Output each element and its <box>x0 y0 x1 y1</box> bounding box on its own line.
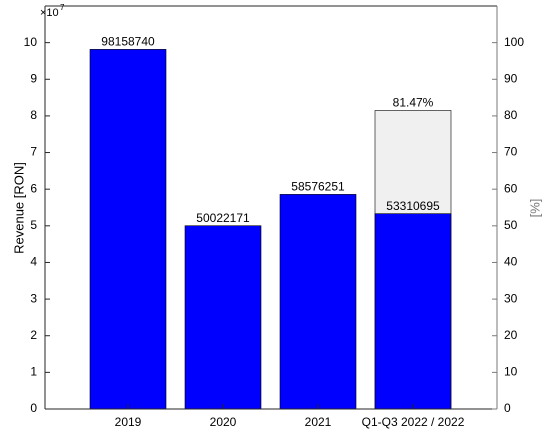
y-axis-label: Revenue [RON] <box>11 162 26 254</box>
data-label: 58576251 <box>291 180 345 194</box>
y2-tick-label: 0 <box>504 401 511 415</box>
x-tick-label: 2019 <box>115 415 142 429</box>
y-multiplier-base: ×10 <box>40 7 59 19</box>
y2-tick-label: 20 <box>504 328 518 342</box>
y-tick-label: 0 <box>30 401 37 415</box>
y-tick-label: 3 <box>30 291 37 305</box>
y-tick-label: 9 <box>30 71 37 85</box>
y-tick-label: 7 <box>30 145 37 159</box>
y2-tick-label: 50 <box>504 218 518 232</box>
y-tick-label: 5 <box>30 218 37 232</box>
bar <box>279 194 357 410</box>
data-label: 98158740 <box>101 35 155 49</box>
y2-tick-label: 100 <box>504 35 524 49</box>
y-tick-label: 4 <box>30 255 37 269</box>
y2-tick-label: 60 <box>504 181 518 195</box>
y2-tick-label: 40 <box>504 255 518 269</box>
bar <box>374 213 452 410</box>
y-tick-label: 1 <box>30 365 37 379</box>
y-multiplier-exponent: 7 <box>60 3 65 12</box>
x-tick-label: 2020 <box>210 415 237 429</box>
y-tick-label: 10 <box>24 35 38 49</box>
data-label: 53310695 <box>386 199 440 213</box>
y2-tick-label: 10 <box>504 365 518 379</box>
x-tick-label: Q1-Q3 2022 / 2022 <box>362 415 465 429</box>
data-label: 81.47% <box>393 96 434 110</box>
y-tick-label: 2 <box>30 328 37 342</box>
data-label: 50022171 <box>196 211 250 225</box>
y2-tick-label: 80 <box>504 108 518 122</box>
y-tick-label: 6 <box>30 181 37 195</box>
y2-tick-label: 90 <box>504 71 518 85</box>
x-tick-label: 2021 <box>305 415 332 429</box>
y2-tick-label: 70 <box>504 145 518 159</box>
bar <box>89 49 167 410</box>
bar <box>184 225 262 410</box>
y2-axis-label: [%] <box>527 199 542 218</box>
y2-tick-label: 30 <box>504 291 518 305</box>
y-tick-label: 8 <box>30 108 37 122</box>
